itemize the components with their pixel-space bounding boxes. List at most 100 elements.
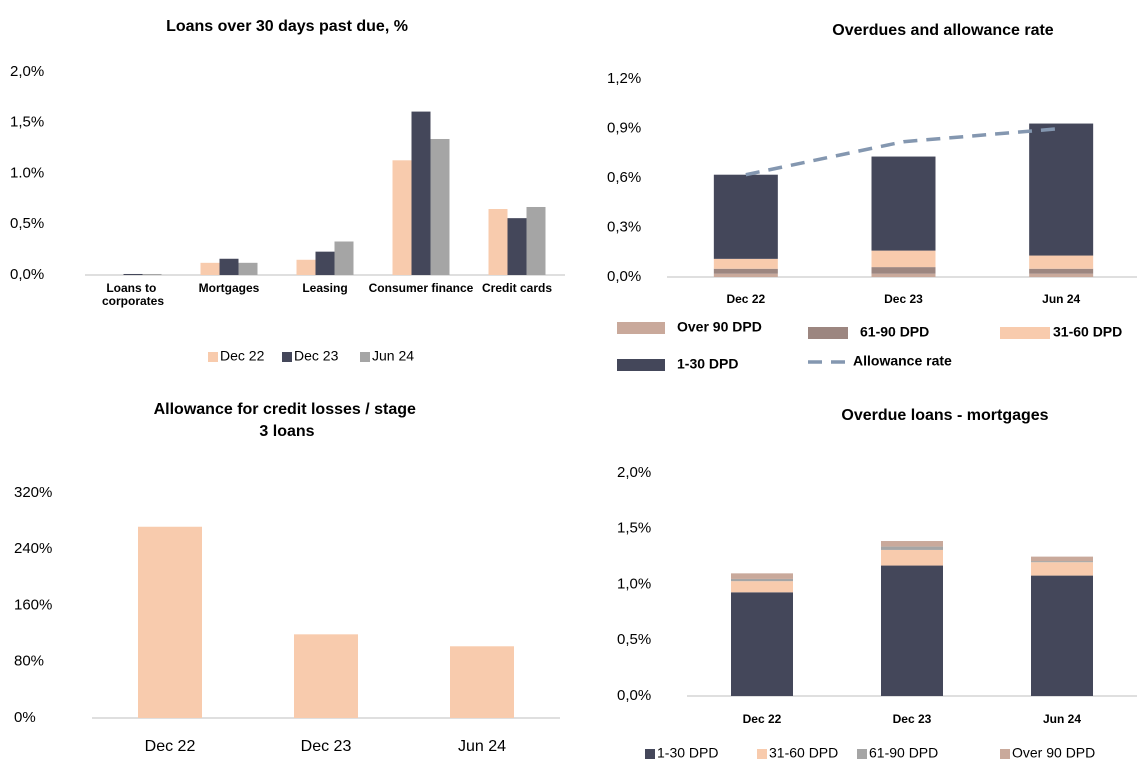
bar [138,526,202,718]
legend-label: Dec 22 [220,348,265,364]
line-series [745,126,1062,177]
x-tick-label: Credit cards [482,281,552,295]
legend-label: 31-60 DPD [1053,324,1122,340]
bar-segment [1029,123,1094,256]
x-tick-label: Jun 24 [458,738,506,755]
legend-label: 1-30 DPD [657,745,718,760]
chart-panel: Allowance for credit losses / stage 3 lo… [14,401,560,755]
x-tick-label: Jun 24 [1043,712,1081,726]
legend-swatch [1000,327,1050,339]
y-tick-label: 0% [14,709,36,726]
y-tick-label: 0,0% [10,266,44,283]
x-tick-label: Dec 23 [893,712,932,726]
y-tick-label: 1,0% [617,575,651,592]
bar-segment [1029,268,1094,274]
legend-label: Over 90 DPD [677,319,762,335]
legend-label: Over 90 DPD [1012,745,1095,760]
bar [450,646,514,718]
bar-segment [1031,556,1093,562]
bar-segment [713,174,778,259]
y-tick-label: 320% [14,484,52,501]
bar [123,273,143,275]
y-tick-label: 1,5% [617,520,651,537]
bar [142,273,162,275]
bar [219,258,239,275]
x-tick-label: Dec 22 [145,738,196,755]
legend-swatch [617,322,665,334]
bar-segment [713,258,778,269]
y-tick-label: 0,6% [607,169,641,186]
legend-swatch [360,352,370,362]
bar-segment [731,578,793,582]
legend-swatch [282,352,292,362]
x-tick-label: Dec 23 [301,738,352,755]
y-tick-label: 2,0% [617,464,651,481]
legend-label: Jun 24 [372,348,414,364]
legend-swatch [208,352,218,362]
legend-label: 61-90 DPD [860,324,929,340]
bar-segment [1029,255,1094,269]
legend-swatch [857,749,867,759]
legend-label: Allowance rate [853,353,952,369]
legend-label: 31-60 DPD [769,745,838,760]
y-tick-label: 80% [14,653,44,670]
y-tick-label: 0,5% [10,215,44,232]
y-tick-label: 1,5% [10,114,44,131]
legend-swatch [617,359,665,371]
x-tick-label: Leasing [302,281,347,295]
bar-segment [1031,575,1093,696]
y-tick-label: 1,2% [607,70,641,87]
chart-panel: Overdues and allowance rate 0,0% 0,3% 0,6% 0… [607,22,1137,372]
legend-swatch [1000,749,1010,759]
y-tick-label: 0,0% [607,268,641,285]
chart-title: Allowance for credit losses / stage 3 lo… [154,401,421,440]
legend-swatch [645,749,655,759]
bar [411,111,431,276]
legend-label: 1-30 DPD [677,356,738,372]
bar-segment [871,156,936,251]
x-tick-label: Consumer finance [369,281,474,295]
y-tick-label: 0,9% [607,119,641,136]
legend-label: 61-90 DPD [869,745,938,760]
x-tick-label: Dec 23 [884,292,923,306]
bar-segment [1031,561,1093,563]
bar [200,262,220,275]
bar-segment [1031,562,1093,576]
x-tick-label: Mortgages [199,281,260,295]
bar [526,206,546,275]
chart-panel: Loans over 30 days past due, % 0,0% 0,5% 1.… [10,18,565,364]
bar-segment [881,565,943,696]
bar-segment [731,592,793,696]
legend-swatch [808,327,848,339]
y-tick-label: 240% [14,540,52,557]
y-tick-label: 0,5% [617,631,651,648]
y-tick-label: 0,0% [617,687,651,704]
bar-segment [1029,273,1094,277]
y-tick-label: 2,0% [10,63,44,80]
bar-segment [731,581,793,593]
legend-swatch [757,749,767,759]
bar [296,259,316,275]
bar [392,160,412,275]
bar-segment [713,268,778,274]
bar [488,209,508,275]
bar-segment [881,549,943,566]
x-tick-label: Jun 24 [1042,292,1080,306]
bar [238,262,258,275]
bar [507,218,527,275]
x-tick-label: Dec 22 [726,292,765,306]
x-tick-label: Dec 22 [743,712,782,726]
bar-segment [871,267,936,274]
y-tick-label: 160% [14,596,52,613]
bar [315,251,335,275]
chart-title: Overdues and allowance rate [832,22,1054,39]
x-tick-label: Loans to corporates [102,281,164,308]
bar-segment [713,273,778,277]
chart-title: Overdue loans - mortgages [841,407,1048,424]
bar [294,634,358,718]
legend-label: Dec 23 [294,348,339,364]
chart-title: Loans over 30 days past due, % [166,18,408,35]
bar-segment [871,250,936,268]
bar [430,138,450,275]
